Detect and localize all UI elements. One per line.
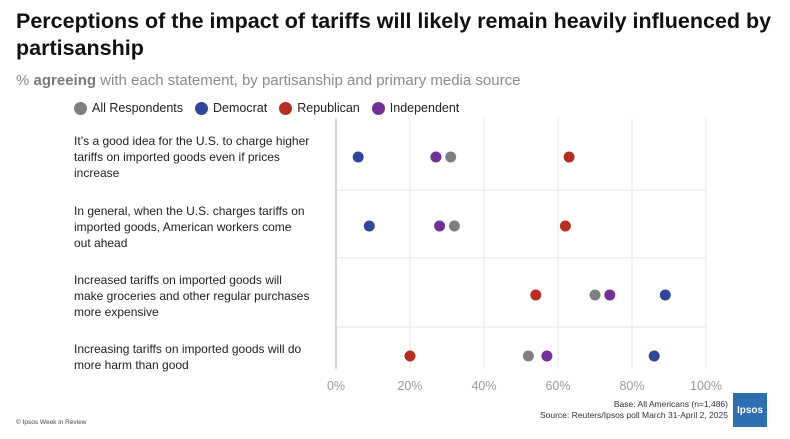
dot-democrat-row-2 <box>363 220 375 232</box>
category-label-3-line-1: Increased tariffs on imported goods will <box>74 273 282 287</box>
category-label-4: Increasing tariffs on imported goods wil… <box>74 341 332 373</box>
legend-swatch-republican <box>279 101 293 115</box>
category-label-1-line-1: It’s a good idea for the U.S. to charge … <box>74 134 310 148</box>
dot-all-respondents-row-2 <box>448 220 460 232</box>
subtitle-rest: with each statement, by partisanship and… <box>96 72 521 89</box>
subtitle-prefix: % <box>16 72 34 89</box>
legend-swatch-independent <box>371 101 385 115</box>
base-note: Base: All Americans (n=1,486) <box>613 399 728 409</box>
legend-swatch-all-respondents <box>74 101 87 115</box>
x-tick-label-5: 100% <box>690 379 722 393</box>
dot-independent-row-1 <box>430 151 442 163</box>
legend-label-republican: Republican <box>297 101 360 115</box>
dot-independent-row-3 <box>604 289 616 301</box>
category-label-1-line-3: increase <box>74 166 120 180</box>
legend-label-independent: Independent <box>389 101 460 115</box>
source-note: Base: All Americans (n=1,486) Source: Re… <box>540 399 728 421</box>
dot-independent-row-4 <box>541 350 553 362</box>
x-tick-label-4: 80% <box>619 379 644 393</box>
dot-republican-row-3 <box>530 289 542 301</box>
category-label-3: Increased tariffs on imported goods will… <box>74 272 332 320</box>
dot-democrat-row-4 <box>648 350 660 362</box>
legend-swatch-democrat <box>195 101 209 115</box>
x-tick-label-2: 40% <box>471 379 496 393</box>
chart-subtitle: % agreeing with each statement, by parti… <box>16 72 520 89</box>
chart-legend: All Respondents Democrat Republican Inde… <box>74 101 471 115</box>
category-label-4-line-2: more harm than good <box>74 358 189 372</box>
dot-all-respondents-row-3 <box>589 289 601 301</box>
category-label-1-line-2: tariffs on imported goods even if prices <box>74 150 280 164</box>
legend-item-democrat: Democrat <box>195 101 267 115</box>
x-tick-label-0: 0% <box>327 379 345 393</box>
category-label-2-line-3: out ahead <box>74 236 128 250</box>
legend-item-independent: Independent <box>371 101 460 115</box>
dot-republican-row-2 <box>559 220 571 232</box>
legend-label-all-respondents: All Respondents <box>92 101 184 115</box>
legend-item-all-respondents: All Respondents <box>74 101 183 115</box>
dot-all-respondents-row-4 <box>522 350 534 362</box>
category-label-3-line-2: make groceries and other regular purchas… <box>74 289 310 303</box>
ipsos-logo: Ipsos <box>733 393 767 427</box>
category-label-4-line-1: Increasing tariffs on imported goods wil… <box>74 342 302 356</box>
category-label-2-line-1: In general, when the U.S. charges tariff… <box>74 204 305 218</box>
dot-democrat-row-3 <box>659 289 671 301</box>
legend-label-democrat: Democrat <box>213 101 268 115</box>
category-label-1: It’s a good idea for the U.S. to charge … <box>74 133 332 181</box>
x-tick-label-1: 20% <box>397 379 422 393</box>
category-label-2-line-2: imported goods, American workers come <box>74 220 292 234</box>
x-tick-label-3: 60% <box>545 379 570 393</box>
chart-title: Perceptions of the impact of tariffs wil… <box>16 9 772 60</box>
dot-all-respondents-row-1 <box>445 151 457 163</box>
category-label-3-line-3: more expensive <box>74 305 159 319</box>
dot-republican-row-4 <box>404 350 416 362</box>
dot-republican-row-1 <box>563 151 575 163</box>
copyright-note: © Ipsos Week in Review <box>16 419 87 426</box>
source-line: Source: Reuters/Ipsos poll March 31-Apri… <box>539 410 728 420</box>
subtitle-bold: agreeing <box>33 72 97 89</box>
dot-independent-row-2 <box>434 220 446 232</box>
category-label-2: In general, when the U.S. charges tariff… <box>74 203 332 251</box>
dot-democrat-row-1 <box>352 151 364 163</box>
legend-item-republican: Republican <box>279 101 360 115</box>
